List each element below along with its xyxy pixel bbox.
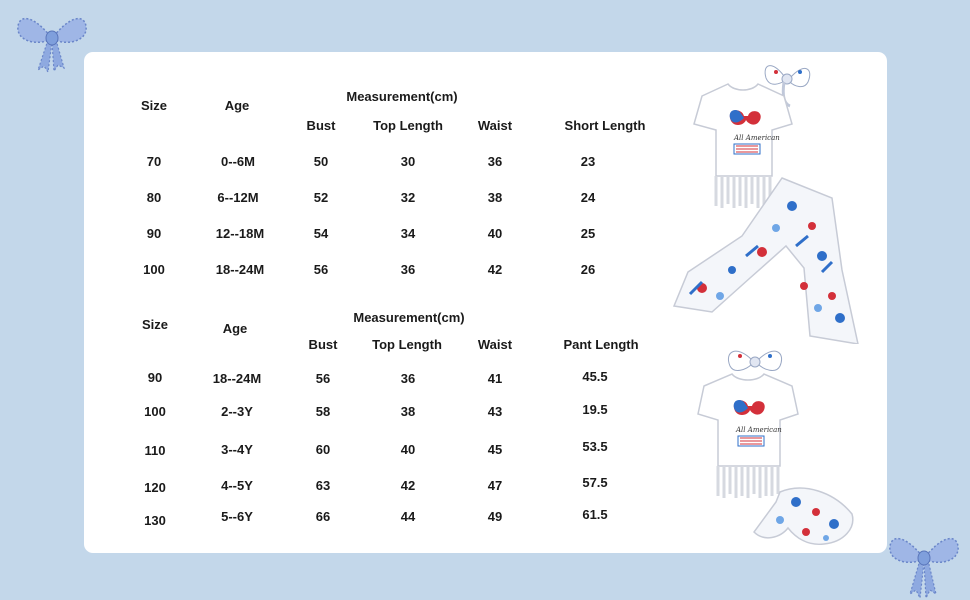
table2-cell-top-length: 42 bbox=[400, 478, 416, 493]
table2-cell-size: 100 bbox=[144, 404, 166, 419]
table2-cell-age: 5--6Y bbox=[221, 509, 253, 524]
table2-cell-top-length: 44 bbox=[400, 509, 416, 524]
table1-cell-size: 80 bbox=[146, 190, 162, 205]
table1-cell-bust: 52 bbox=[313, 190, 329, 205]
table2-cell-age: 3--4Y bbox=[221, 442, 253, 457]
svg-text:All American: All American bbox=[733, 134, 780, 142]
table1-cell-short-length: 23 bbox=[580, 154, 596, 169]
table2-size-header: Size bbox=[141, 317, 169, 332]
table1-cell-top-length: 32 bbox=[400, 190, 416, 205]
table2-cell-bust: 66 bbox=[315, 509, 331, 524]
table1-cell-age: 6--12M bbox=[217, 190, 259, 205]
table2-cell-bust: 58 bbox=[315, 404, 331, 419]
table2-col-bust: Bust bbox=[308, 337, 338, 352]
table1-col-top-length: Top Length bbox=[373, 118, 443, 133]
table1-cell-top-length: 30 bbox=[400, 154, 416, 169]
table1-cell-bust: 54 bbox=[313, 226, 329, 241]
table2-cell-age: 18--24M bbox=[212, 371, 262, 386]
table2-cell-waist: 47 bbox=[487, 478, 503, 493]
table2-cell-pant-length: 19.5 bbox=[582, 402, 608, 417]
table1-cell-top-length: 36 bbox=[400, 262, 416, 277]
table1-cell-bust: 56 bbox=[313, 262, 329, 277]
table2-cell-top-length: 40 bbox=[400, 442, 416, 457]
table2-cell-size: 110 bbox=[144, 443, 166, 458]
table2-age-header: Age bbox=[222, 321, 248, 336]
table1-cell-short-length: 25 bbox=[580, 226, 596, 241]
bow-decoration-bottom-right bbox=[889, 537, 959, 600]
table1-cell-size: 90 bbox=[146, 226, 162, 241]
table2-cell-size: 130 bbox=[144, 513, 166, 528]
table2-cell-bust: 60 bbox=[315, 442, 331, 457]
table2-cell-pant-length: 45.5 bbox=[582, 369, 608, 384]
table1-cell-age: 18--24M bbox=[215, 262, 265, 277]
table1-cell-size: 70 bbox=[146, 154, 162, 169]
table1-cell-waist: 40 bbox=[487, 226, 503, 241]
table1-cell-short-length: 26 bbox=[580, 262, 596, 277]
table1-cell-short-length: 24 bbox=[580, 190, 596, 205]
table2-cell-waist: 43 bbox=[487, 404, 503, 419]
table1-cell-age: 0--6M bbox=[221, 154, 255, 169]
flare-pants-icon bbox=[672, 177, 859, 344]
shorts-icon bbox=[753, 487, 854, 546]
table2-cell-waist: 41 bbox=[487, 371, 503, 386]
table1-cell-top-length: 34 bbox=[400, 226, 416, 241]
table1-cell-waist: 42 bbox=[487, 262, 503, 277]
bow-decoration-top-left bbox=[17, 17, 87, 74]
headband-icon bbox=[764, 65, 811, 108]
table2-cell-bust: 63 bbox=[315, 478, 331, 493]
shirt-icon: All American bbox=[697, 373, 799, 498]
table1-cell-waist: 38 bbox=[487, 190, 503, 205]
table2-cell-age: 4--5Y bbox=[221, 478, 253, 493]
table1-col-waist: Waist bbox=[477, 118, 513, 133]
table2-cell-top-length: 36 bbox=[400, 371, 416, 386]
table1-cell-age: 12--18M bbox=[215, 226, 265, 241]
table2-cell-top-length: 38 bbox=[400, 404, 416, 419]
size-chart-card: Size Age Measurement(cm) Bust Top Length… bbox=[84, 52, 887, 553]
table1-cell-size: 100 bbox=[143, 262, 165, 277]
shirt-icon: All American bbox=[693, 83, 793, 208]
table2-col-pant-length: Pant Length bbox=[563, 337, 639, 352]
table1-col-bust: Bust bbox=[306, 118, 336, 133]
table2-col-waist: Waist bbox=[477, 337, 513, 352]
table2-cell-pant-length: 57.5 bbox=[582, 475, 608, 490]
table2-cell-pant-length: 61.5 bbox=[582, 507, 608, 522]
table2-measurement-header: Measurement(cm) bbox=[353, 310, 465, 325]
table1-age-header: Age bbox=[224, 98, 250, 113]
table2-cell-pant-length: 53.5 bbox=[582, 439, 608, 454]
product-image-top-and-shorts: All American bbox=[697, 350, 854, 546]
table1-size-header: Size bbox=[140, 98, 168, 113]
table2-cell-waist: 45 bbox=[487, 442, 503, 457]
table2-col-top-length: Top Length bbox=[372, 337, 442, 352]
table2-cell-size: 90 bbox=[147, 370, 163, 385]
table1-cell-waist: 36 bbox=[487, 154, 503, 169]
product-image-top-and-flare-pants: All American bbox=[672, 65, 859, 344]
table1-cell-bust: 50 bbox=[313, 154, 329, 169]
table2-cell-bust: 56 bbox=[315, 371, 331, 386]
svg-text:All American: All American bbox=[735, 426, 782, 434]
table1-col-short-length: Short Length bbox=[564, 118, 646, 133]
table2-cell-waist: 49 bbox=[487, 509, 503, 524]
table2-cell-age: 2--3Y bbox=[221, 404, 253, 419]
table2-cell-size: 120 bbox=[144, 480, 166, 495]
table1-measurement-header: Measurement(cm) bbox=[346, 89, 458, 104]
headband-icon bbox=[728, 350, 782, 371]
